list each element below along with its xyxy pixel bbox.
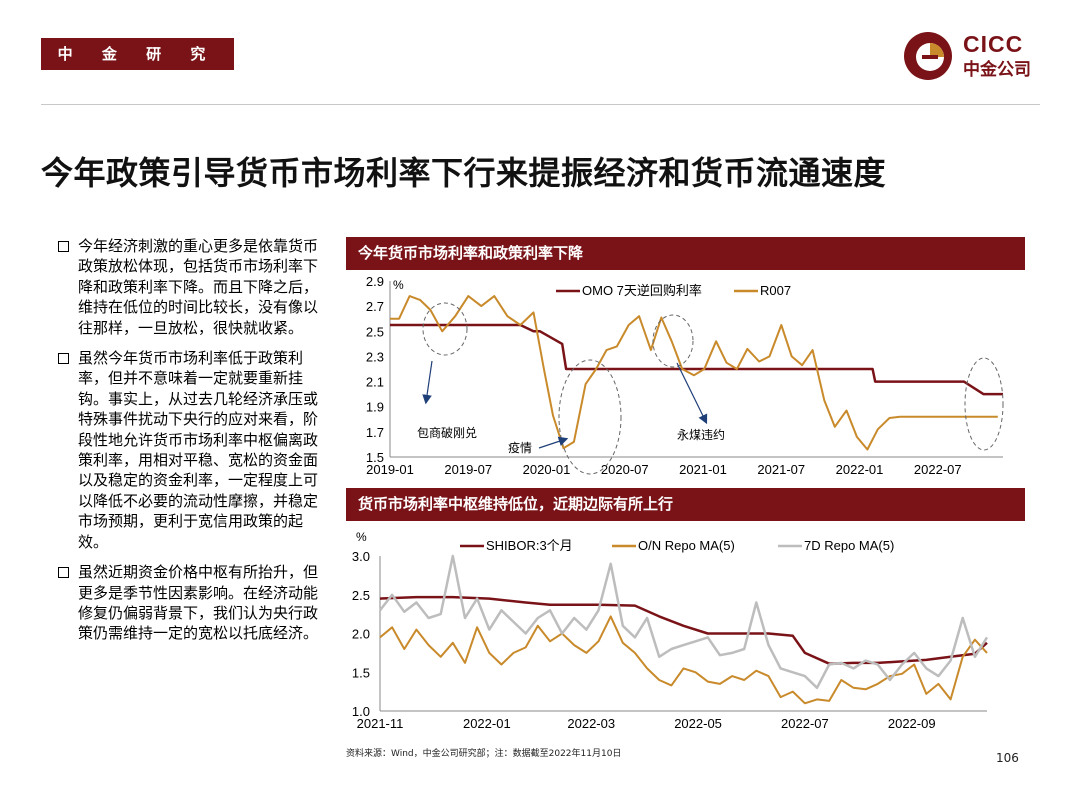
- annotation-arrow: [676, 362, 708, 425]
- y-tick-label: 2.3: [366, 349, 384, 364]
- x-tick-label: 2020-01: [523, 462, 571, 477]
- series-line-1: [390, 295, 998, 451]
- y-tick-label: 2.5: [366, 324, 384, 339]
- logo-text-en: CICC: [963, 31, 1024, 57]
- series-line-2: [379, 554, 989, 690]
- x-tick-label: 2022-01: [463, 716, 511, 731]
- x-tick-label: 2022-03: [567, 716, 615, 731]
- bullet-square-icon: [58, 567, 69, 579]
- chart1-unit-label: %: [393, 278, 404, 292]
- page-title: 今年政策引导货币市场利率下行来提振经济和货币流通速度: [41, 154, 887, 192]
- y-tick-label: 1.0: [352, 704, 370, 719]
- x-tick-label: 2022-07: [914, 462, 962, 477]
- y-tick-label: 2.7: [366, 299, 384, 314]
- legend-label: O/N Repo MA(5): [638, 538, 735, 553]
- y-tick-label: 2.9: [366, 274, 384, 289]
- annotation-arrow: [422, 360, 433, 405]
- annotation-arrow: [538, 436, 569, 449]
- annotation-yongmei: 永煤违约: [677, 427, 725, 442]
- bullet-square-icon: [58, 353, 69, 365]
- x-tick-label: 2022-01: [836, 462, 884, 477]
- x-tick-label: 2020-07: [601, 462, 649, 477]
- bullet-item: 今年经济刺激的重心更多是依靠货币政策放松体现，包括货币市场利率下降和政策利率下降…: [58, 236, 330, 338]
- chart2-header: 货币市场利率中枢维持低位，近期边际有所上行: [346, 488, 1025, 521]
- legend-label: 7D Repo MA(5): [804, 538, 894, 553]
- chart1-svg: % 包商破刚兑 疫情 永煤违约 2.9 2.7 2.5 2.3 2.1 1.9 1.7 1.5…: [366, 274, 1004, 477]
- chart1-header: 今年货币市场利率和政策利率下降: [346, 237, 1025, 270]
- x-tick-label: 2022-09: [888, 716, 936, 731]
- x-tick-label: 2021-07: [757, 462, 805, 477]
- cicc-logo: CICC 中金公司: [902, 30, 1042, 82]
- y-tick-label: 3.0: [352, 549, 370, 564]
- x-tick-label: 2019-07: [444, 462, 492, 477]
- header-divider: [41, 104, 1040, 105]
- bullet-square-icon: [58, 241, 69, 252]
- legend-label: R007: [760, 283, 791, 298]
- annotation-ellipse: [422, 302, 468, 356]
- y-tick-label: 2.1: [366, 375, 384, 390]
- bullet-text: 虽然今年货币市场利率低于政策利率，但并不意味着一定就要重新挂钩。事实上，从过去几…: [78, 349, 319, 551]
- logo-text-cn: 中金公司: [963, 60, 1031, 80]
- bullet-list: 今年经济刺激的重心更多是依靠货币政策放松体现，包括货币市场利率下降和政策利率下降…: [58, 236, 330, 654]
- annotation-ellipse: [558, 359, 622, 475]
- page-number: 106: [996, 751, 1019, 765]
- annotation-covid: 疫情: [508, 440, 532, 455]
- department-label: 中 金 研 究 部: [41, 38, 234, 95]
- y-tick-label: 1.5: [366, 450, 384, 465]
- series-line-0: [379, 595, 988, 665]
- y-tick-label: 2.0: [352, 627, 370, 642]
- y-tick-label: 1.5: [352, 665, 370, 680]
- x-tick-label: 2021-11: [357, 716, 404, 731]
- bullet-item: 虽然近期资金价格中枢有所抬升，但更多是季节性因素影响。在经济动能修复仍偏弱背景下…: [58, 562, 330, 644]
- legend-label: SHIBOR:3个月: [486, 538, 573, 553]
- y-tick-label: 1.7: [366, 425, 384, 440]
- source-note: 资料来源：Wind，中金公司研究部；注：数据截至2022年11月10日: [346, 749, 622, 759]
- annotation-ellipse: [964, 357, 1004, 451]
- series-line-1: [379, 615, 988, 705]
- chart2-unit-label: %: [356, 530, 367, 544]
- bullet-text: 虽然近期资金价格中枢有所抬升，但更多是季节性因素影响。在经济动能修复仍偏弱背景下…: [78, 563, 319, 643]
- x-tick-label: 2021-01: [679, 462, 727, 477]
- y-tick-label: 1.9: [366, 400, 384, 415]
- legend-label: OMO 7天逆回购利率: [582, 283, 702, 298]
- cicc-logo-icon: [904, 32, 952, 80]
- series-line-0: [390, 323, 1003, 396]
- x-tick-label: 2019-01: [366, 462, 414, 477]
- bullet-text: 今年经济刺激的重心更多是依靠货币政策放松体现，包括货币市场利率下降和政策利率下降…: [78, 237, 319, 337]
- annotation-baoshang: 包商破刚兑: [417, 425, 477, 440]
- annotation-ellipse: [652, 314, 694, 368]
- x-tick-label: 2022-05: [674, 716, 722, 731]
- x-tick-label: 2022-07: [781, 716, 829, 731]
- y-tick-label: 2.5: [352, 588, 370, 603]
- bullet-item: 虽然今年货币市场利率低于政策利率，但并不意味着一定就要重新挂钩。事实上，从过去几…: [58, 348, 330, 552]
